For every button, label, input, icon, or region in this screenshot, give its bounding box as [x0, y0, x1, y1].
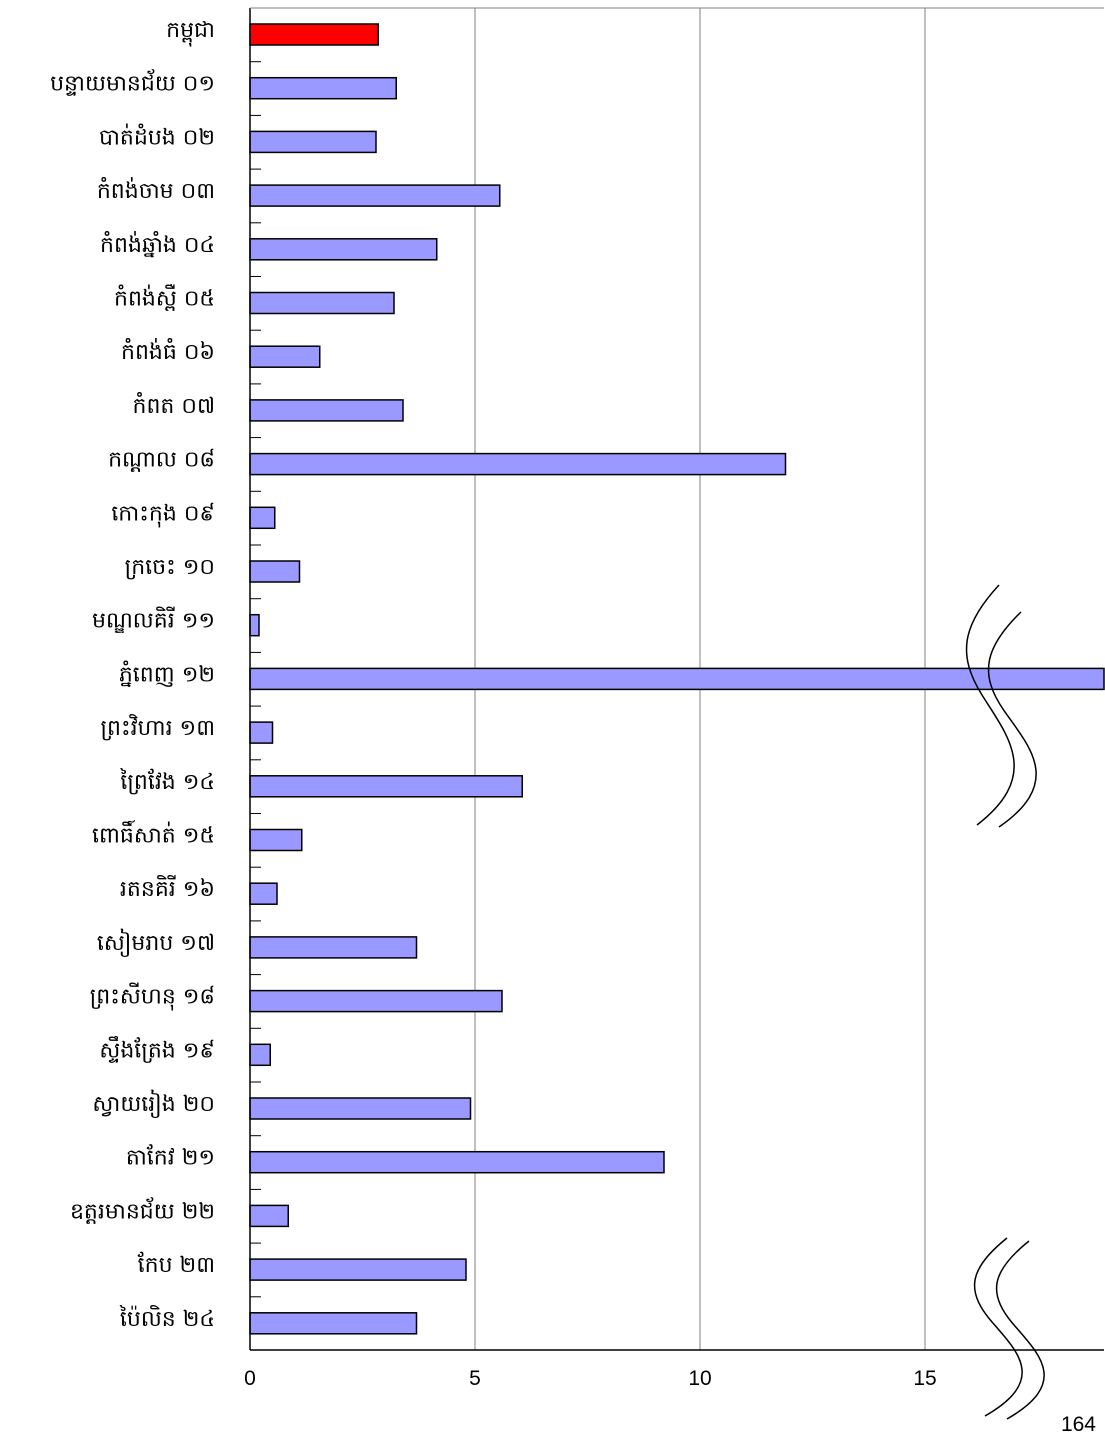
category-label: ស្ទឹងត្រែង ១៩ [99, 1035, 215, 1063]
bar [249, 721, 274, 744]
bar [249, 345, 321, 368]
x-tick-label: 10 [688, 1367, 711, 1390]
category-label: ស្វាយរៀង ២០ [92, 1089, 215, 1118]
category-label: ក្រចេះ ១០ [125, 555, 215, 580]
x-tick-label: 0 [244, 1367, 256, 1390]
break-mark [995, 1240, 1045, 1420]
bar [249, 1150, 665, 1174]
category-label: ឧត្តរមានជ័យ ២២ [70, 1196, 215, 1224]
category-label: សៀមរាប ១៧ [97, 928, 215, 957]
bar [249, 76, 397, 100]
bar [249, 560, 301, 583]
category-label: កោះកុង ០៩ [111, 501, 215, 527]
break-mark [965, 584, 1015, 826]
bar [249, 936, 418, 959]
category-label: ពោធិ៍សាត់ ១៥ [92, 820, 215, 849]
category-label: កំពង់ធំ ០៦ [121, 338, 215, 365]
category-label: កំពង់ចាម ០៣ [97, 177, 215, 204]
category-label: ព្រៃវែង ១៤ [119, 768, 215, 795]
x-tick-label: 5 [469, 1367, 481, 1390]
category-label: កម្ពុជា [166, 18, 215, 47]
break-mark [973, 1237, 1023, 1417]
category-label: បាត់ដំបង ០២ [99, 123, 215, 150]
bar [249, 667, 1105, 691]
category-label: មណ្ឌលគិរី ១១ [92, 607, 215, 634]
axis-break-marks [965, 584, 1045, 1420]
category-label: កែប ២៣ [138, 1251, 215, 1278]
bar [249, 184, 501, 207]
bar [249, 1312, 418, 1335]
bar [249, 399, 404, 422]
bar [249, 238, 438, 261]
bar [249, 452, 787, 476]
bar [249, 828, 303, 852]
bar [249, 1097, 472, 1120]
category-label: ប៉ៃលិន ២៤ [119, 1305, 215, 1332]
category-label: កណ្ដាល ០៨ [108, 448, 215, 473]
bar [249, 613, 260, 637]
category-label: ព្រះវិហារ ១៣ [100, 714, 215, 741]
break-value-label: 164 [1061, 1413, 1096, 1436]
category-label: កំពង់ស្ពឺ ០៥ [114, 284, 215, 312]
bars [249, 23, 1105, 1335]
bar [249, 882, 278, 905]
bar [249, 1204, 289, 1228]
bar [249, 775, 523, 798]
category-label: ព្រះសីហនុ ១៨ [90, 983, 215, 1011]
category-label: កំពង់ឆ្នាំង ០៤ [100, 231, 215, 258]
bar [249, 989, 503, 1013]
break-mark [987, 611, 1037, 828]
category-label: រតនគិរី ១៦ [120, 875, 215, 902]
bar [249, 506, 276, 530]
bar [249, 1258, 467, 1281]
bar [249, 23, 379, 46]
bar [249, 291, 395, 315]
bar [249, 1043, 271, 1067]
x-tick-labels: 0 5 10 15 [244, 1367, 937, 1390]
x-tick-label: 15 [913, 1367, 936, 1390]
category-label: កំពត ០៧ [132, 392, 215, 419]
axes [249, 7, 1104, 1351]
category-label: បន្ទាយមានជ័យ ០១ [50, 69, 215, 97]
bar [249, 130, 377, 154]
category-label: តាកែវ ២១ [126, 1144, 215, 1171]
category-label: ភ្នំពេញ ១២ [119, 660, 215, 687]
category-labels: កម្ពុជាបន្ទាយមានជ័យ ០១បាត់ដំបង ០២កំពង់ចា… [50, 18, 215, 1332]
